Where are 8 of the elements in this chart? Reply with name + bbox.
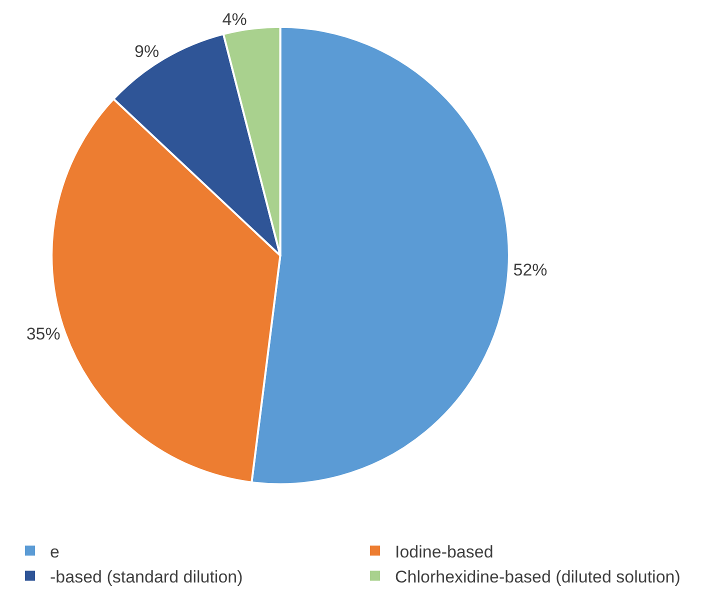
data-label: 52% [513, 260, 548, 280]
legend-label: Chlorhexidine-based (diluted solution) [395, 567, 680, 586]
data-label: 4% [222, 10, 247, 29]
data-label: 35% [26, 324, 60, 344]
legend-label: -based (standard dilution) [50, 567, 243, 586]
data-label: 9% [134, 42, 160, 62]
legend-label: Iodine-based [395, 542, 494, 562]
legend-label: e [50, 542, 60, 562]
